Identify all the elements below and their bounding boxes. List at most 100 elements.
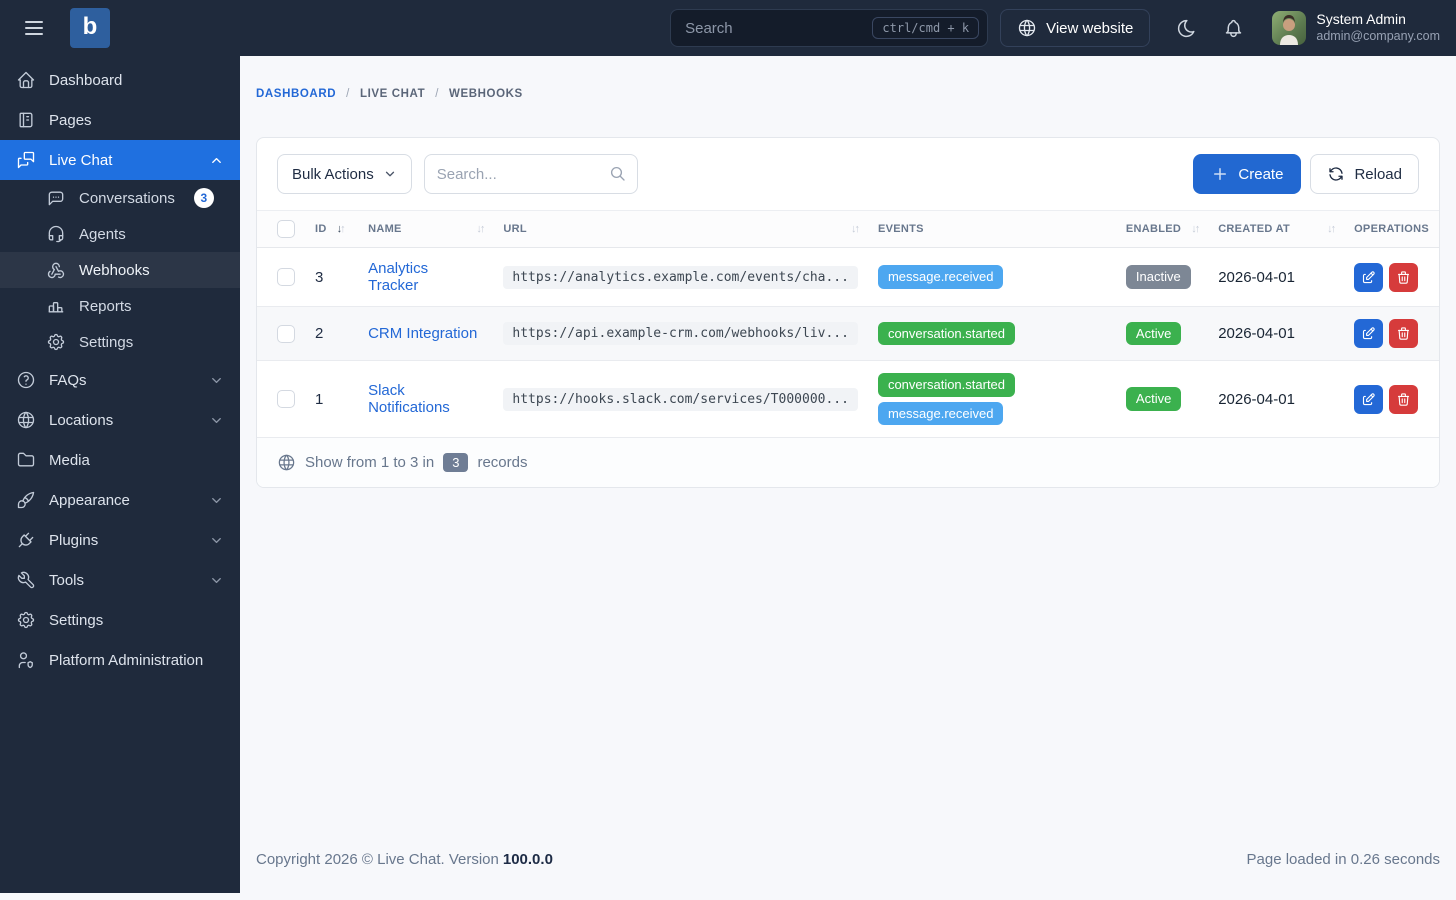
records-count-badge: 3 [443, 453, 469, 473]
row-checkbox[interactable] [277, 390, 295, 409]
row-checkbox[interactable] [277, 268, 295, 286]
trash-icon [1396, 326, 1411, 341]
sidebar-item-conversations[interactable]: Conversations 3 [0, 180, 240, 216]
sidebar-item-webhooks[interactable]: Webhooks [0, 252, 240, 288]
column-header-id[interactable]: ID ↓ ↑ [305, 210, 359, 248]
breadcrumb-dashboard[interactable]: DASHBOARD [256, 88, 337, 100]
sort-icons[interactable]: ↓ ↑ [1327, 223, 1336, 235]
sidebar-item-reports[interactable]: Reports [0, 288, 240, 324]
sidebar-label: Live Chat [49, 151, 113, 169]
select-all-checkbox[interactable] [277, 220, 295, 238]
message-dots-icon [46, 188, 66, 208]
toolbar-actions: Create Reload [1193, 154, 1419, 194]
sidebar-item-live-chat[interactable]: Live Chat [0, 140, 240, 180]
sidebar-label: FAQs [49, 371, 87, 389]
chart-bar-icon [46, 296, 66, 316]
global-search[interactable]: ctrl/cmd + k [670, 9, 989, 47]
sort-icons[interactable]: ↓ ↑ [336, 223, 346, 235]
sort-icons[interactable]: ↓ ↑ [850, 223, 860, 235]
create-button[interactable]: Create [1193, 154, 1302, 194]
sidebar-label: Dashboard [49, 71, 123, 89]
user-email: admin@company.com [1316, 28, 1440, 43]
sidebar-item-platform-administration[interactable]: Platform Administration [0, 640, 240, 680]
sidebar-label: Plugins [49, 531, 99, 549]
event-badge: conversation.started [877, 321, 1016, 346]
webhook-name-link[interactable]: Slack Notifications [368, 382, 450, 417]
sort-icons[interactable]: ↓ ↑ [1191, 223, 1200, 235]
sidebar: Dashboard Pages Live Chat Conversations … [0, 56, 240, 893]
bell-icon [1223, 18, 1244, 39]
table-row: 1 Slack Notifications https://hooks.slac… [257, 360, 1439, 439]
summary-text-prefix: Show from 1 to 3 in [305, 454, 435, 472]
user-menu[interactable]: System Admin admin@company.com [1272, 11, 1440, 45]
breadcrumb: DASHBOARD / LIVE CHAT / WEBHOOKS [256, 88, 1440, 100]
chevron-down-icon [209, 573, 224, 588]
chevron-up-icon [209, 153, 224, 168]
copyright-text: Copyright 2026 © Live Chat. Version 100.0… [256, 851, 553, 868]
table-search-input[interactable] [423, 154, 638, 194]
app-logo[interactable]: b [70, 8, 110, 48]
main-content: DASHBOARD / LIVE CHAT / WEBHOOKS Bulk Ac… [240, 56, 1456, 900]
pencil-icon [1361, 270, 1376, 285]
topbar-icons [1170, 12, 1250, 45]
wrench-icon [16, 570, 36, 590]
delete-button[interactable] [1389, 384, 1419, 414]
sidebar-item-appearance[interactable]: Appearance [0, 480, 240, 520]
topbar: b ctrl/cmd + k View website System Admin… [0, 0, 1456, 56]
sidebar-item-faqs[interactable]: FAQs [0, 360, 240, 400]
breadcrumb-webhooks: WEBHOOKS [449, 88, 523, 100]
sidebar-label: Conversations [79, 189, 175, 207]
globe-icon [1017, 18, 1037, 38]
card-toolbar: Bulk Actions Create Reload [257, 138, 1439, 210]
sidebar-item-media[interactable]: Media [0, 440, 240, 480]
breadcrumb-separator: / [435, 88, 439, 100]
dark-mode-toggle[interactable] [1170, 12, 1203, 45]
sidebar-item-plugins[interactable]: Plugins [0, 520, 240, 560]
row-checkbox[interactable] [277, 324, 295, 343]
sidebar-label: Reports [79, 297, 132, 315]
edit-button[interactable] [1354, 319, 1384, 348]
breadcrumb-separator: / [346, 88, 350, 100]
sidebar-item-tools[interactable]: Tools [0, 560, 240, 600]
event-badge: message.received [877, 401, 1004, 426]
edit-button[interactable] [1354, 384, 1384, 414]
menu-toggle-button[interactable] [16, 10, 52, 46]
table-summary: Show from 1 to 3 in 3 records [257, 438, 1439, 488]
sidebar-item-locations[interactable]: Locations [0, 400, 240, 440]
column-header-enabled[interactable]: ENABLED ↓ ↑ [1115, 210, 1209, 248]
edit-button[interactable] [1354, 262, 1384, 292]
sidebar-item-pages[interactable]: Pages [0, 100, 240, 140]
app-shell: Dashboard Pages Live Chat Conversations … [0, 56, 1456, 900]
view-website-button[interactable]: View website [1000, 9, 1151, 47]
event-badge: message.received [877, 265, 1004, 289]
webhook-name-link[interactable]: CRM Integration [368, 325, 478, 342]
summary-text-suffix: records [477, 454, 528, 472]
live-chat-submenu: Conversations 3 Agents Webhooks Reports … [0, 180, 240, 360]
sort-icons[interactable]: ↓ ↑ [476, 223, 485, 235]
column-header-name[interactable]: NAME ↓ ↑ [358, 210, 494, 248]
sidebar-item-agents[interactable]: Agents [0, 216, 240, 252]
column-header-url[interactable]: URL ↓ ↑ [493, 210, 868, 248]
table-search [423, 154, 638, 194]
sidebar-item-settings[interactable]: Settings [0, 600, 240, 640]
refresh-icon [1327, 165, 1345, 183]
chevron-down-icon [209, 533, 224, 548]
sidebar-item-dashboard[interactable]: Dashboard [0, 60, 240, 100]
row-id: 2 [315, 325, 324, 342]
table-row: 2 CRM Integration https://api.example-cr… [257, 306, 1439, 361]
notifications-button[interactable] [1217, 12, 1250, 45]
webhook-url: https://analytics.example.com/events/cha… [503, 265, 858, 289]
reload-button[interactable]: Reload [1310, 154, 1419, 194]
delete-button[interactable] [1389, 319, 1419, 348]
view-website-label: View website [1046, 19, 1134, 37]
webhook-name-link[interactable]: Analytics Tracker [368, 260, 429, 294]
search-shortcut-hint: ctrl/cmd + k [872, 17, 980, 39]
sidebar-label: Agents [79, 225, 126, 243]
sidebar-item-live-chat-settings[interactable]: Settings [0, 324, 240, 360]
global-search-input[interactable] [685, 19, 873, 37]
delete-button[interactable] [1389, 262, 1419, 292]
column-header-created-at[interactable]: CREATED AT ↓ ↑ [1208, 210, 1345, 248]
bulk-actions-button[interactable]: Bulk Actions [277, 154, 412, 194]
chevron-down-icon [383, 167, 397, 181]
headset-icon [46, 224, 66, 244]
